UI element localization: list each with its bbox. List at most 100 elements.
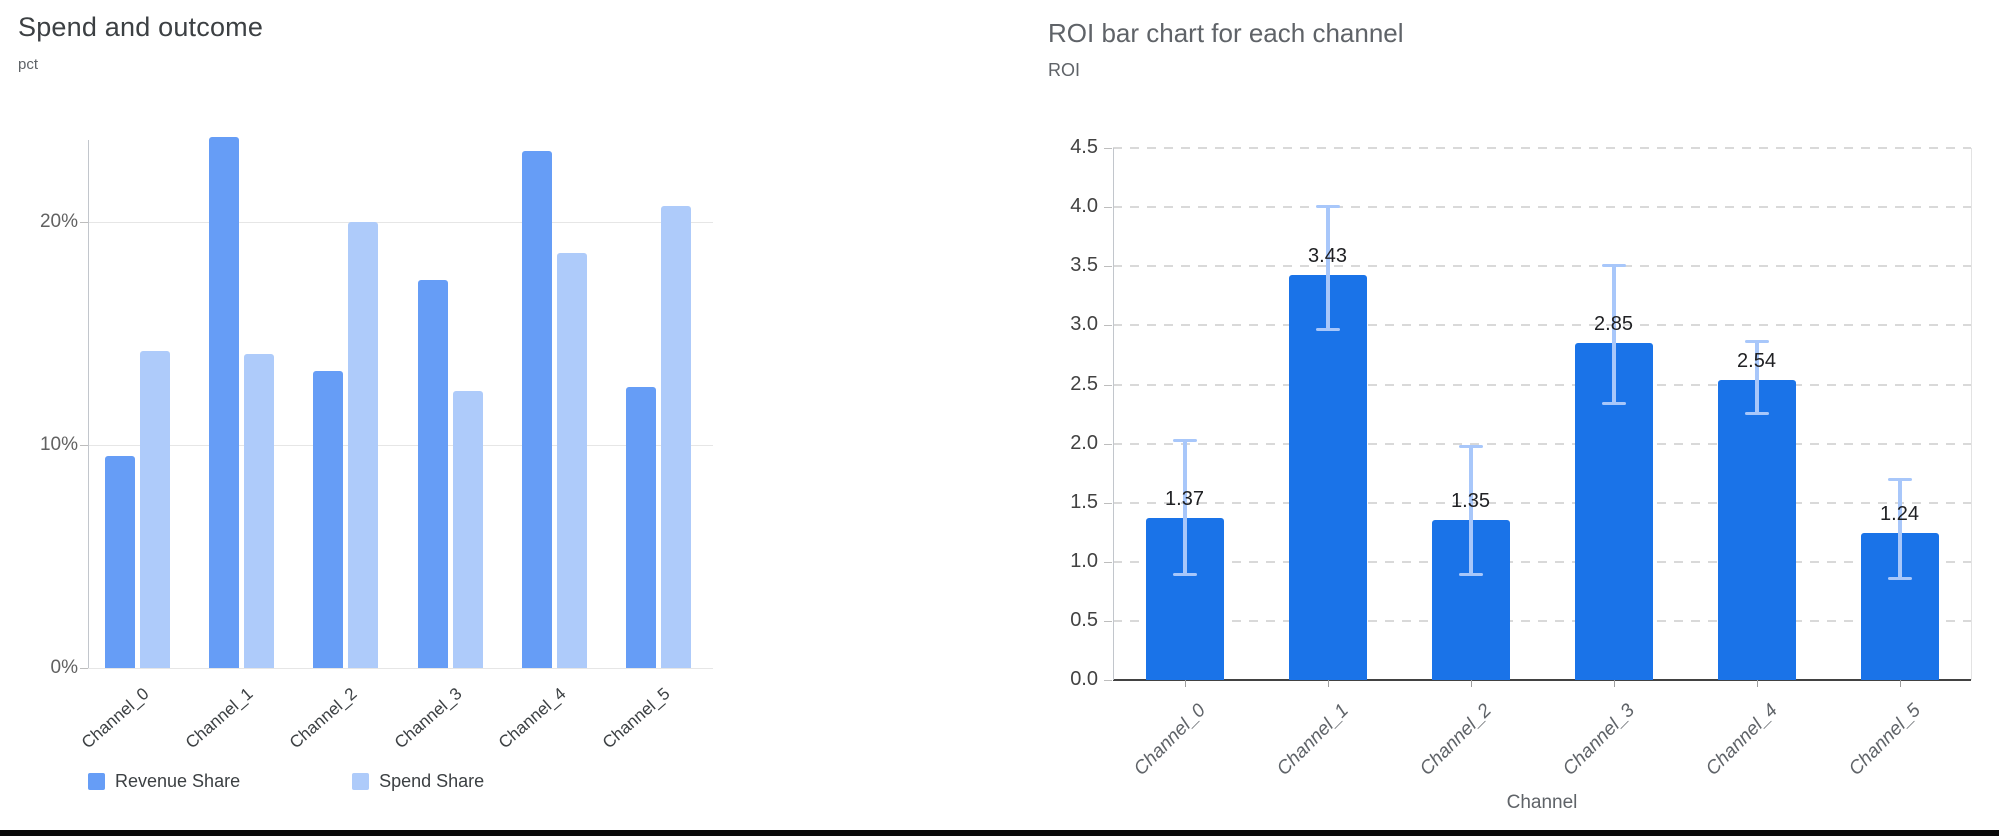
left-ytick-mark-20%	[80, 222, 88, 223]
bar-Channel_4-revenue	[521, 150, 552, 668]
spend-share-swatch	[352, 773, 370, 790]
left-ytick-label-0%: 0%	[50, 657, 78, 678]
right-gridline-4.5	[1113, 147, 1971, 150]
right-ytick-label-3.5: 3.5	[1070, 254, 1098, 277]
bar-Channel_3-spend	[452, 391, 483, 668]
error-line-Channel_0	[1182, 438, 1187, 576]
right-gridline-4.0	[1113, 206, 1971, 209]
right-ytick-label-4.5: 4.5	[1070, 136, 1098, 159]
right-ytick-label-0.0: 0.0	[1070, 668, 1098, 690]
bar-Channel_0-spend	[140, 351, 170, 668]
right-ytick-mark-1.5	[1104, 502, 1112, 504]
error-cap-top-Channel_1	[1315, 204, 1340, 208]
error-line-Channel_5	[1897, 477, 1902, 580]
revenue-share-label: Revenue Share	[115, 771, 241, 791]
left-chart-plot-area: 0% 10% 20% Channel_0 Channel_1 Channel_2 Chann…	[39, 137, 713, 752]
bar-Channel_1-revenue	[209, 137, 240, 668]
error-line-Channel_2	[1468, 444, 1473, 576]
right-ytick-mark-0.5	[1104, 620, 1112, 622]
right-gridline-0.5	[1113, 619, 1971, 622]
roi-value-label-Channel_0: 1.37	[1165, 488, 1204, 511]
right-xlabel-Channel_1: Channel_1	[1272, 700, 1353, 780]
revenue-share-swatch	[88, 773, 105, 790]
bar-Channel_1-spend	[244, 353, 275, 668]
roi-bar-Channel_1	[1288, 274, 1367, 680]
right-ytick-mark-3.0	[1104, 325, 1112, 327]
right-xtick-Channel_4	[1756, 680, 1758, 687]
error-cap-bottom-Channel_2	[1458, 572, 1483, 576]
right-ytick-mark-4.5	[1104, 148, 1112, 150]
right-chart-title: ROI bar chart for each channel	[1048, 18, 1404, 48]
error-cap-top-Channel_0	[1172, 438, 1197, 442]
error-cap-top-Channel_3	[1601, 263, 1626, 267]
right-xtick-Channel_5	[1899, 680, 1901, 687]
right-gridline-2.5	[1113, 383, 1971, 386]
right-ytick-label-2.5: 2.5	[1070, 372, 1098, 395]
window-bottom-edge	[0, 830, 1999, 836]
left-ytick-mark-0%	[80, 668, 88, 669]
roi-value-label-Channel_2: 1.35	[1451, 490, 1490, 513]
spend-share-label: Spend Share	[379, 771, 485, 791]
error-line-Channel_3	[1611, 263, 1616, 405]
left-gridline-10%	[88, 445, 713, 446]
error-cap-top-Channel_4	[1744, 339, 1769, 343]
error-cap-bottom-Channel_0	[1172, 572, 1197, 576]
right-xtick-Channel_2	[1470, 680, 1472, 687]
left-chart-y-axis-unit: pct	[18, 56, 39, 73]
right-ytick-label-1.5: 1.5	[1070, 490, 1098, 513]
roi-bar-Channel_4	[1717, 379, 1796, 680]
right-ytick-label-3.0: 3.0	[1070, 313, 1098, 336]
right-y-axis-line	[1113, 148, 1114, 680]
error-cap-bottom-Channel_3	[1601, 401, 1626, 405]
right-ytick-mark-4.0	[1104, 207, 1112, 209]
right-xtick-Channel_1	[1327, 680, 1329, 687]
left-chart-title: Spend and outcome	[18, 12, 264, 42]
bar-Channel_5-spend	[660, 206, 691, 668]
right-chart-y-axis-unit: ROI	[1048, 60, 1081, 80]
right-ytick-mark-2.0	[1104, 443, 1112, 445]
roi-value-label-Channel_5: 1.24	[1880, 503, 1919, 526]
error-cap-bottom-Channel_5	[1887, 576, 1912, 580]
right-chart-x-axis-title: Channel	[1506, 792, 1578, 813]
right-baseline	[1113, 679, 1971, 681]
roi-value-label-Channel_4: 2.54	[1737, 349, 1776, 372]
bar-Channel_2-spend	[348, 222, 379, 668]
roi-value-label-Channel_3: 2.85	[1594, 313, 1633, 336]
error-line-Channel_4	[1754, 339, 1759, 416]
right-gridline-3.5	[1113, 265, 1971, 268]
error-cap-top-Channel_2	[1458, 444, 1483, 448]
right-gridline-1.0	[1113, 560, 1971, 563]
bar-Channel_0-revenue	[105, 456, 135, 668]
right-ytick-label-0.5: 0.5	[1070, 608, 1098, 631]
bar-Channel_4-spend	[556, 253, 587, 668]
right-ytick-label-4.0: 4.0	[1070, 195, 1098, 218]
right-gridline-1.5	[1113, 501, 1971, 504]
left-ytick-label-10%: 10%	[39, 434, 78, 455]
error-line-Channel_1	[1325, 204, 1330, 332]
right-xlabel-Channel_3: Channel_3	[1558, 700, 1639, 780]
error-cap-top-Channel_5	[1887, 477, 1912, 481]
roi-value-label-Channel_1: 3.43	[1308, 244, 1347, 267]
right-ytick-label-2.0: 2.0	[1070, 431, 1098, 454]
right-xlabel-Channel_0: Channel_0	[1129, 700, 1210, 780]
left-y-axis-line	[88, 140, 89, 668]
right-ytick-mark-3.5	[1104, 266, 1112, 268]
error-cap-bottom-Channel_4	[1744, 412, 1769, 416]
legend-item-revenue-share: Revenue Share	[88, 771, 240, 792]
right-xlabel-Channel_2: Channel_2	[1415, 700, 1496, 780]
bar-Channel_5-revenue	[625, 387, 656, 668]
right-ytick-mark-1.0	[1104, 561, 1112, 563]
right-gridline-2.0	[1113, 442, 1971, 445]
bar-Channel_2-revenue	[313, 371, 344, 668]
legend-item-spend-share: Spend Share	[352, 771, 484, 792]
right-gridline-3.0	[1113, 324, 1971, 327]
right-plot-right-border	[1971, 148, 1972, 680]
left-chart-legend: Revenue Share Spend Share	[88, 771, 484, 792]
right-xtick-Channel_0	[1184, 680, 1186, 687]
right-ytick-mark-2.5	[1104, 384, 1112, 386]
left-gridline-0%	[88, 668, 713, 669]
right-ytick-mark-0.0	[1104, 680, 1112, 681]
right-xlabel-Channel_4: Channel_4	[1701, 700, 1782, 780]
